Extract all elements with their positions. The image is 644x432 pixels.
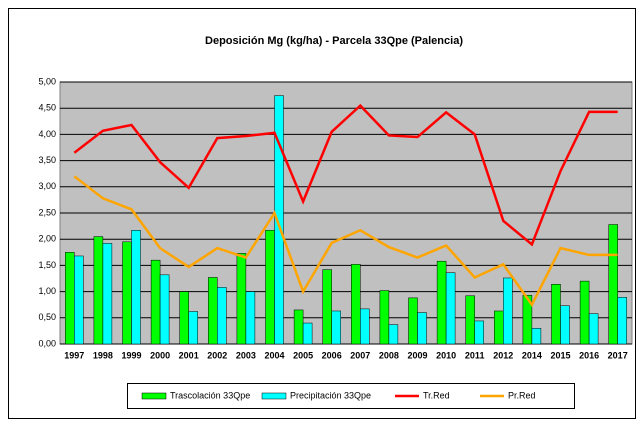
y-tick-label: 0,50	[38, 312, 56, 322]
bar	[560, 305, 570, 345]
x-tick-label: 2009	[407, 350, 427, 360]
x-tick-label: 2017	[608, 350, 628, 360]
legend-label: Tr.Red	[423, 390, 450, 400]
bar	[236, 253, 247, 345]
bar	[265, 230, 275, 345]
y-tick-label: 5,00	[38, 76, 56, 86]
bar	[436, 260, 447, 345]
bar	[74, 255, 84, 345]
bar	[245, 291, 256, 345]
legend-swatch	[261, 392, 287, 400]
y-tick-label: 3,00	[38, 181, 56, 191]
line	[73, 175, 618, 308]
bar	[217, 287, 227, 345]
bar	[322, 269, 332, 345]
bar	[408, 297, 418, 345]
x-tick-label: 2012	[493, 350, 513, 360]
y-tick-label: 2,00	[38, 234, 56, 244]
bar	[474, 320, 484, 345]
x-tick-label: 2006	[322, 350, 342, 360]
bar	[494, 310, 504, 345]
bar	[188, 311, 198, 345]
x-tick-label: 2011	[465, 350, 485, 360]
x-tick-label: 2008	[379, 350, 399, 360]
bar	[102, 243, 113, 345]
x-tick-label: 2001	[179, 350, 199, 360]
x-tick-label: 2005	[293, 350, 313, 360]
bar	[608, 224, 618, 345]
x-tick-label: 2007	[350, 350, 370, 360]
bar	[159, 274, 170, 345]
bar	[208, 277, 218, 345]
x-tick-label: 2004	[264, 350, 284, 360]
x-tick-label: 2002	[207, 350, 227, 360]
x-tick-label: 2003	[236, 350, 256, 360]
y-tick-label: 0,00	[38, 338, 56, 348]
bar	[302, 322, 313, 345]
bar	[293, 309, 304, 345]
y-tick-label: 1,00	[38, 286, 56, 296]
bar	[360, 308, 370, 345]
y-tick-label: 4,00	[38, 129, 56, 139]
bar	[122, 241, 132, 345]
bar	[417, 312, 427, 345]
y-tick-label: 4,50	[38, 103, 56, 113]
bar	[531, 328, 542, 345]
bar	[65, 252, 75, 345]
bar	[579, 280, 590, 345]
bar	[93, 236, 104, 345]
bar	[331, 310, 341, 345]
bar	[522, 295, 533, 345]
x-tick-label: 2000	[150, 350, 170, 360]
bar	[445, 272, 456, 345]
bar	[551, 284, 561, 345]
x-tick-label: 2015	[550, 350, 570, 360]
y-tick-label: 1,50	[38, 260, 56, 270]
bar	[131, 230, 141, 345]
bar	[274, 95, 284, 345]
y-tick-label: 3,50	[38, 155, 56, 165]
bar	[351, 264, 361, 345]
bar	[150, 259, 161, 345]
x-tick-label: 2010	[436, 350, 456, 360]
x-tick-label: 2016	[579, 350, 599, 360]
y-tick-label: 2,50	[38, 207, 56, 217]
legend-swatch	[141, 392, 167, 400]
line	[73, 103, 618, 247]
legend-label: Trascolación 33Qpe	[170, 390, 250, 400]
bar	[388, 324, 399, 345]
bar	[588, 313, 599, 345]
x-tick-label: 2014	[522, 350, 542, 360]
bar	[617, 297, 627, 345]
x-tick-label: 1997	[64, 350, 84, 360]
bar	[379, 290, 390, 345]
bar	[503, 277, 513, 345]
x-tick-label: 1998	[93, 350, 113, 360]
chart-title: Deposición Mg (kg/ha) - Parcela 33Qpe (P…	[205, 35, 463, 47]
bar	[179, 291, 189, 345]
bar	[465, 295, 475, 345]
x-tick-label: 1999	[121, 350, 141, 360]
legend-label: Precipitación 33Qpe	[290, 390, 371, 400]
legend-label: Pr.Red	[508, 390, 536, 400]
